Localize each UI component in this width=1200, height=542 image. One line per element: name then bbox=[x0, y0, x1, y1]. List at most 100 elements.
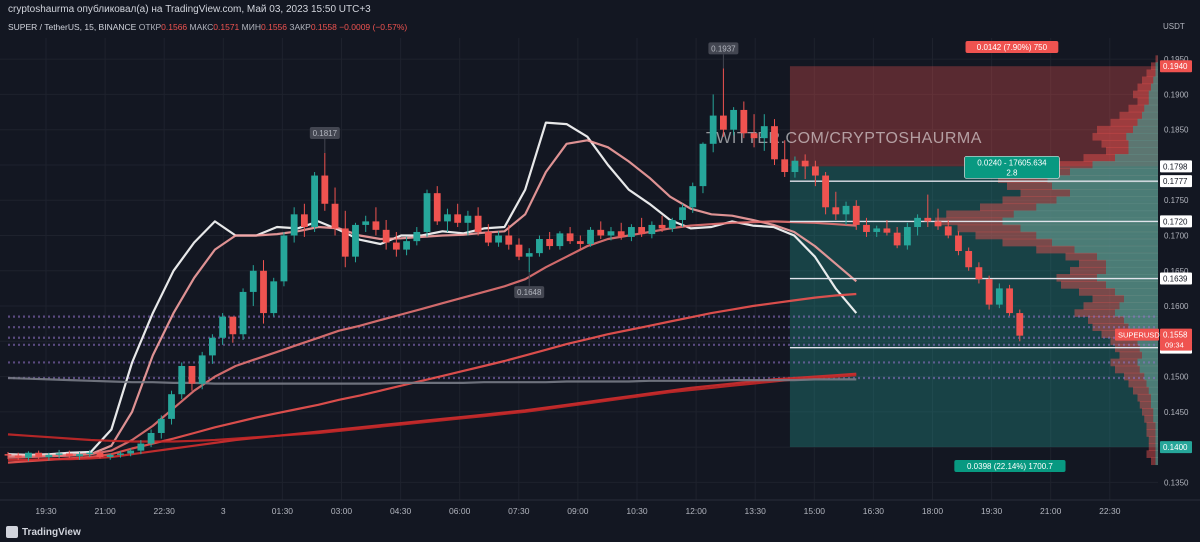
volume-profile-bar bbox=[1133, 386, 1160, 395]
volume-profile-bar-up bbox=[1036, 231, 1160, 240]
volume-profile-bar-up bbox=[1139, 344, 1160, 353]
volume-profile-bar bbox=[1119, 351, 1160, 360]
price-level-text: 0.1720 bbox=[1163, 217, 1188, 226]
volume-profile-bar-up bbox=[1128, 147, 1160, 155]
candle-body bbox=[955, 235, 962, 252]
volume-profile-bar-up bbox=[1115, 154, 1160, 162]
price-level-text: 0.1639 bbox=[1163, 275, 1188, 284]
volume-profile-bar-up bbox=[1142, 111, 1160, 120]
candle-body bbox=[934, 221, 942, 227]
volume-profile-bar-up bbox=[1115, 309, 1160, 317]
moving-average-line bbox=[7, 121, 858, 456]
candle-body bbox=[914, 217, 921, 228]
volume-profile-bar-up bbox=[1155, 443, 1160, 451]
candle-body bbox=[209, 337, 216, 356]
x-tick-label: 19:30 bbox=[35, 506, 57, 516]
volume-profile-bar bbox=[1137, 83, 1160, 92]
volume-profile-bar-up bbox=[1155, 62, 1160, 71]
candle-body bbox=[219, 316, 227, 338]
candle-body bbox=[1006, 288, 1013, 314]
price-axis bbox=[1158, 0, 1200, 522]
candle-body bbox=[270, 281, 278, 314]
candle-body bbox=[965, 251, 973, 268]
volume-profile-bar bbox=[1146, 69, 1160, 78]
candle-body bbox=[464, 215, 472, 223]
volume-profile-bar-up bbox=[1151, 83, 1160, 92]
candle-body bbox=[730, 109, 738, 130]
risk-label: 0.0142 (7.90%) 750 bbox=[977, 43, 1048, 52]
price-level-text: 0.1777 bbox=[1163, 177, 1188, 186]
candle-body bbox=[822, 175, 829, 208]
moving-average-line bbox=[7, 376, 857, 385]
watermark-text: TWITTER.COM/CRYPTOSHAURMA bbox=[706, 130, 982, 147]
volume-profile-bar bbox=[1110, 358, 1160, 367]
symbol-tag bbox=[1115, 328, 1159, 341]
candle-body bbox=[1016, 313, 1024, 336]
symbol-tag-text: SUPERUSDT bbox=[1118, 331, 1165, 340]
candle-body bbox=[403, 241, 410, 250]
center-label: 0.0240 - 17605.634 bbox=[977, 158, 1047, 167]
symbol-name[interactable]: SUPER / TetherUS, 15, BINANCE bbox=[8, 22, 137, 32]
tradingview-logo-icon[interactable] bbox=[6, 526, 18, 538]
x-tick-label: 07:30 bbox=[508, 506, 530, 516]
price-callout bbox=[514, 286, 545, 299]
candle-body bbox=[801, 160, 809, 167]
price-callout bbox=[309, 126, 340, 139]
y-tick-label: 0.1850 bbox=[1164, 126, 1189, 135]
reward-label-bg bbox=[954, 460, 1066, 472]
volume-profile-bar-up bbox=[1148, 90, 1160, 99]
x-tick-label: 22:30 bbox=[154, 506, 176, 516]
y-tick-label: 0.1600 bbox=[1164, 302, 1189, 311]
price-level-tag bbox=[1160, 160, 1192, 173]
candle-body bbox=[249, 270, 257, 292]
moving-average-line bbox=[8, 139, 858, 457]
price-callout bbox=[708, 42, 739, 55]
moving-average-line bbox=[7, 374, 857, 443]
candle-body bbox=[842, 205, 850, 215]
candle-body bbox=[372, 221, 380, 230]
candle-body bbox=[781, 159, 789, 173]
volume-profile-bar-up bbox=[1070, 189, 1160, 198]
volume-profile-bar-up bbox=[1153, 408, 1160, 416]
x-tick-label: 16:30 bbox=[863, 506, 885, 516]
candle-body bbox=[975, 267, 983, 280]
brand-name[interactable]: TradingView bbox=[22, 527, 81, 538]
volume-profile-bar bbox=[1092, 323, 1160, 332]
candle-body bbox=[617, 231, 625, 237]
volume-profile-bar bbox=[1144, 415, 1160, 423]
x-tick-label: 19:30 bbox=[981, 506, 1003, 516]
candle-body bbox=[852, 205, 860, 225]
candle-body bbox=[536, 239, 543, 254]
moving-average-line bbox=[7, 220, 857, 459]
volume-profile-bar-up bbox=[1153, 76, 1160, 85]
candle-body bbox=[771, 126, 778, 160]
candle-body bbox=[157, 418, 165, 433]
x-tick-label: 04:30 bbox=[390, 506, 412, 516]
candle-body bbox=[311, 175, 318, 228]
candle-body bbox=[709, 115, 717, 144]
current-price-tag bbox=[1160, 328, 1192, 351]
callout-label: 0.1648 bbox=[517, 288, 542, 297]
volume-profile-bar-up bbox=[1155, 450, 1160, 458]
volume-profile-bar-up bbox=[1128, 139, 1160, 148]
top-bar: cryptoshaurma опубликовал(а) на TradingV… bbox=[0, 0, 1200, 20]
center-label-bg bbox=[964, 156, 1060, 179]
candle-body bbox=[444, 214, 451, 222]
volume-profile-bar-up bbox=[1124, 295, 1160, 303]
candle-body bbox=[96, 452, 104, 457]
volume-profile-bar bbox=[1124, 372, 1160, 381]
volume-profile-bar-up bbox=[1144, 104, 1160, 113]
x-tick-label: 22:30 bbox=[1099, 506, 1121, 516]
volume-profile-bar-up bbox=[1126, 132, 1160, 141]
candle-body bbox=[454, 214, 462, 223]
candle-body bbox=[14, 455, 22, 458]
candle-body bbox=[392, 242, 400, 250]
y-tick-label: 0.1500 bbox=[1164, 373, 1189, 382]
candle-body bbox=[546, 239, 554, 247]
volume-profile-bar-up bbox=[1148, 386, 1160, 395]
candle-body bbox=[832, 207, 840, 215]
price-level-tag bbox=[1160, 441, 1192, 454]
volume-profile-bar-up bbox=[1137, 118, 1160, 127]
price-level-text: 0.1400 bbox=[1163, 443, 1188, 452]
